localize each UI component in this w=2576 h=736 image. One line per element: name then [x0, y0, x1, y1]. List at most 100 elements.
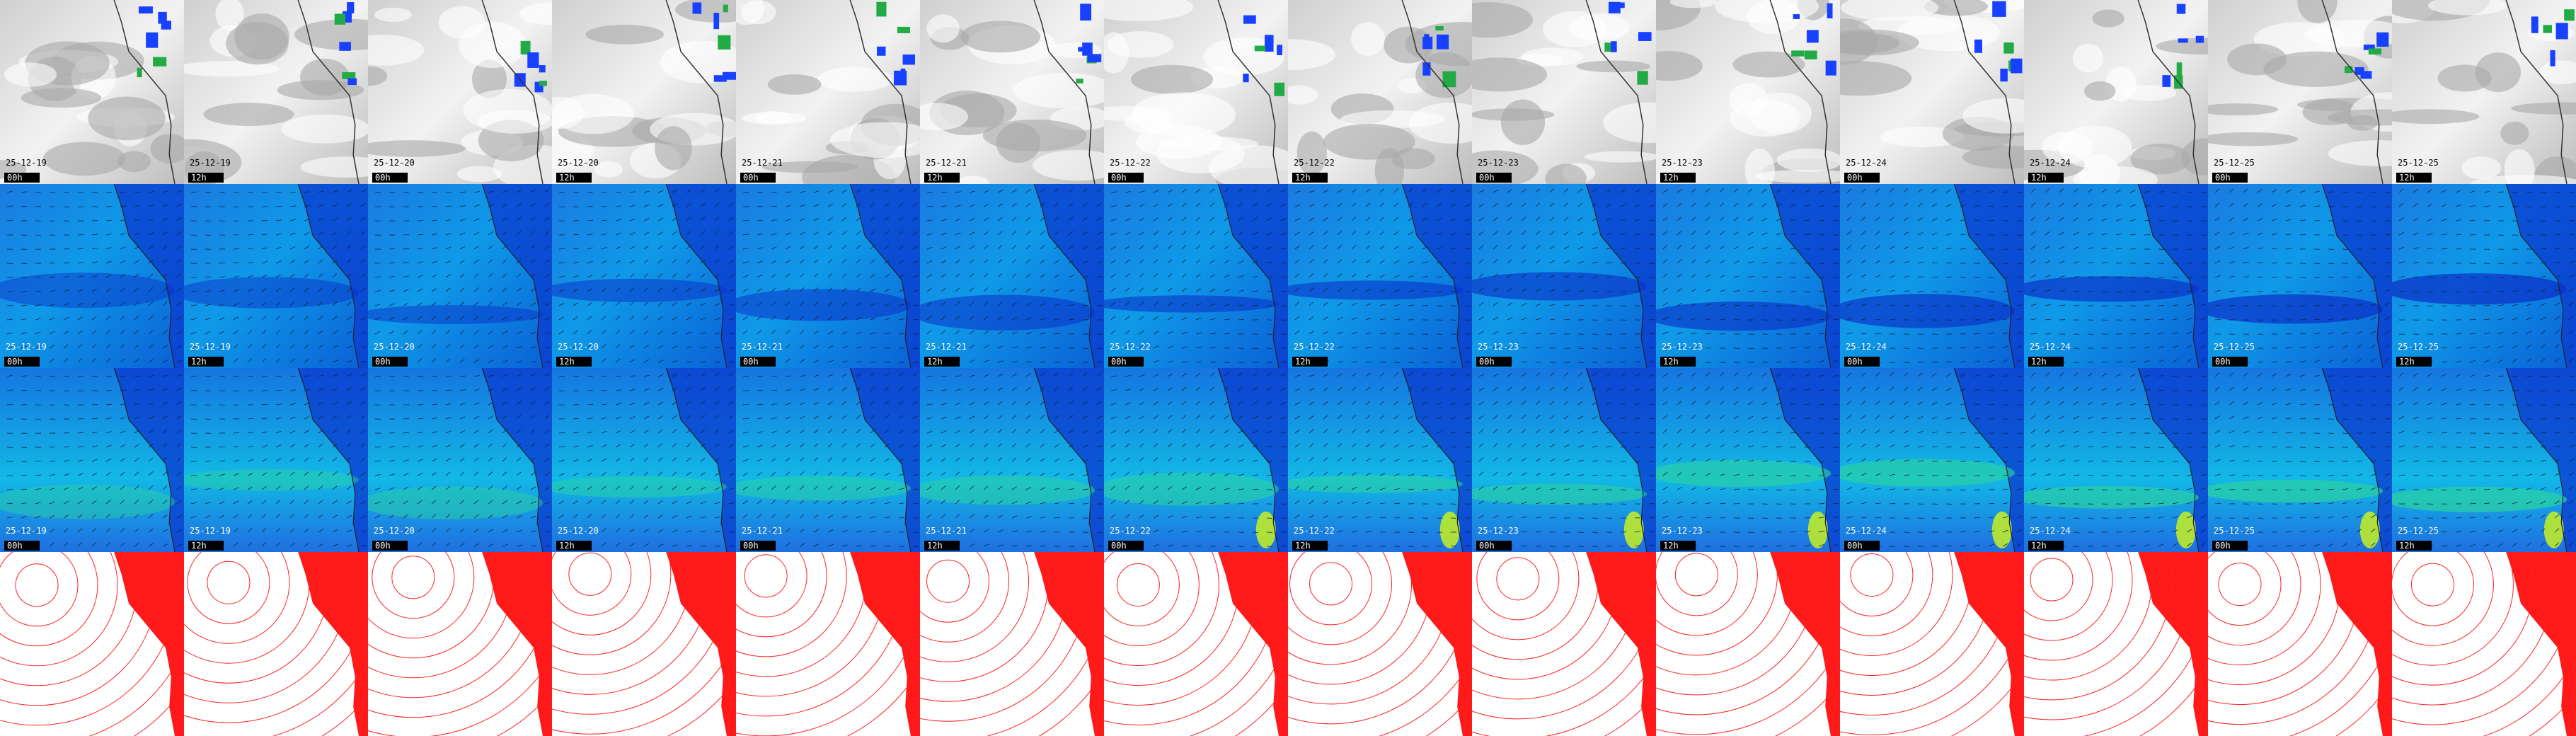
wind-band	[920, 475, 1095, 505]
wind-arrow	[1889, 502, 1896, 505]
wind-arrow	[941, 430, 947, 434]
wind-arrow	[1507, 245, 1512, 250]
wind-arrow	[1167, 331, 1173, 335]
wind-arrow	[1110, 330, 1116, 335]
cloud	[368, 35, 425, 66]
wind-arrow	[1535, 333, 1541, 335]
wind-arrow	[1464, 204, 1471, 207]
wind-arrow	[2229, 217, 2234, 222]
wind-arrow	[827, 374, 834, 377]
wind-arrow	[969, 359, 975, 363]
wind-arrow	[1011, 259, 1017, 264]
wind-arrow	[233, 316, 239, 321]
wind-arrow	[643, 190, 650, 193]
wind-arrow	[346, 287, 352, 292]
wind-arrow	[672, 415, 677, 420]
wind-arrow	[2073, 231, 2079, 236]
wind-arrow	[91, 514, 97, 519]
wind-arrow	[2073, 372, 2078, 377]
precip	[2162, 75, 2171, 87]
isobar	[2024, 552, 2093, 621]
wind-arrow	[91, 330, 97, 335]
wind-arrow	[2030, 473, 2037, 476]
wind-arrow	[1563, 473, 1570, 476]
wind-arrow	[1960, 248, 1967, 250]
wind-arrow	[686, 346, 692, 349]
wind-arrow	[1521, 317, 1527, 321]
wind-arrow	[346, 259, 352, 264]
wind-arrow	[261, 472, 268, 476]
wind-arrow	[941, 485, 946, 490]
wind-arrow	[1606, 416, 1612, 420]
wind-arrow	[2030, 502, 2037, 505]
wind-arrow	[1337, 202, 1342, 207]
wind-band	[184, 468, 359, 491]
wind-arrow	[785, 205, 791, 207]
isobar	[552, 552, 731, 715]
wind-arrow	[63, 473, 69, 476]
wind-arrow	[1337, 415, 1342, 420]
wind-arrow	[219, 473, 225, 476]
wind-arrow	[601, 233, 607, 236]
wind-arrow	[1577, 372, 1583, 377]
wind-arrow	[247, 418, 254, 420]
wind-arrow	[1309, 514, 1314, 519]
wind-arrow	[1606, 387, 1612, 391]
wind-arrow	[473, 415, 480, 420]
wind-arrow	[332, 544, 338, 547]
wind-arrow	[1974, 531, 1980, 533]
wind-arrow	[2384, 289, 2391, 292]
wind-arrow	[997, 316, 1003, 321]
wind-arrow	[275, 316, 281, 321]
wind-arrow	[1309, 500, 1314, 505]
land	[1770, 552, 1840, 736]
wind-arrow	[190, 331, 197, 335]
wind-arrow	[1705, 318, 1711, 321]
wind-arrow	[1719, 502, 1725, 505]
wind-arrow	[1493, 273, 1498, 278]
wind-arrow	[275, 471, 281, 476]
wind-arrow	[587, 234, 593, 236]
wind-arrow	[6, 190, 13, 193]
wind-arrow	[219, 487, 225, 490]
wind-arrow	[304, 430, 310, 434]
wind-arrow	[615, 246, 621, 250]
wind-arrow	[1493, 457, 1498, 462]
wind-arrow	[1450, 402, 1456, 406]
wind-arrow	[856, 331, 862, 335]
wind-arrow	[261, 234, 268, 236]
frame-time-bg	[372, 173, 408, 183]
wind-arrow	[799, 443, 805, 448]
wind-arrow	[629, 232, 636, 236]
wind-arrow	[1181, 415, 1187, 420]
wind-arrow	[1776, 373, 1781, 377]
wind-arrow	[91, 234, 98, 236]
wind-arrow	[1025, 457, 1031, 462]
wind-arrow	[445, 514, 451, 519]
wind-arrow	[516, 331, 522, 335]
frame-date: 25-12-20	[558, 526, 599, 536]
wind-arrow	[1846, 259, 1852, 264]
wind-arrow	[672, 485, 677, 490]
wind-arrow	[1776, 247, 1782, 250]
cloud	[761, 161, 858, 173]
wind-arrow	[1747, 231, 1754, 236]
wind-arrow	[1648, 517, 1655, 519]
wind-arrow	[841, 485, 847, 490]
wind-arrow	[2030, 318, 2037, 321]
wind-arrow	[162, 330, 168, 335]
wind-arrow	[813, 330, 819, 335]
wind-arrow	[926, 417, 933, 420]
wind-arrow	[615, 330, 621, 335]
wind-arrow	[1167, 316, 1173, 321]
land	[114, 368, 184, 552]
isobar	[552, 552, 632, 616]
wind-arrow	[6, 502, 13, 505]
isobar	[920, 552, 990, 623]
wind-arrow	[2002, 332, 2008, 335]
wind-arrow	[1478, 485, 1484, 490]
wind-arrow	[1040, 531, 1046, 533]
